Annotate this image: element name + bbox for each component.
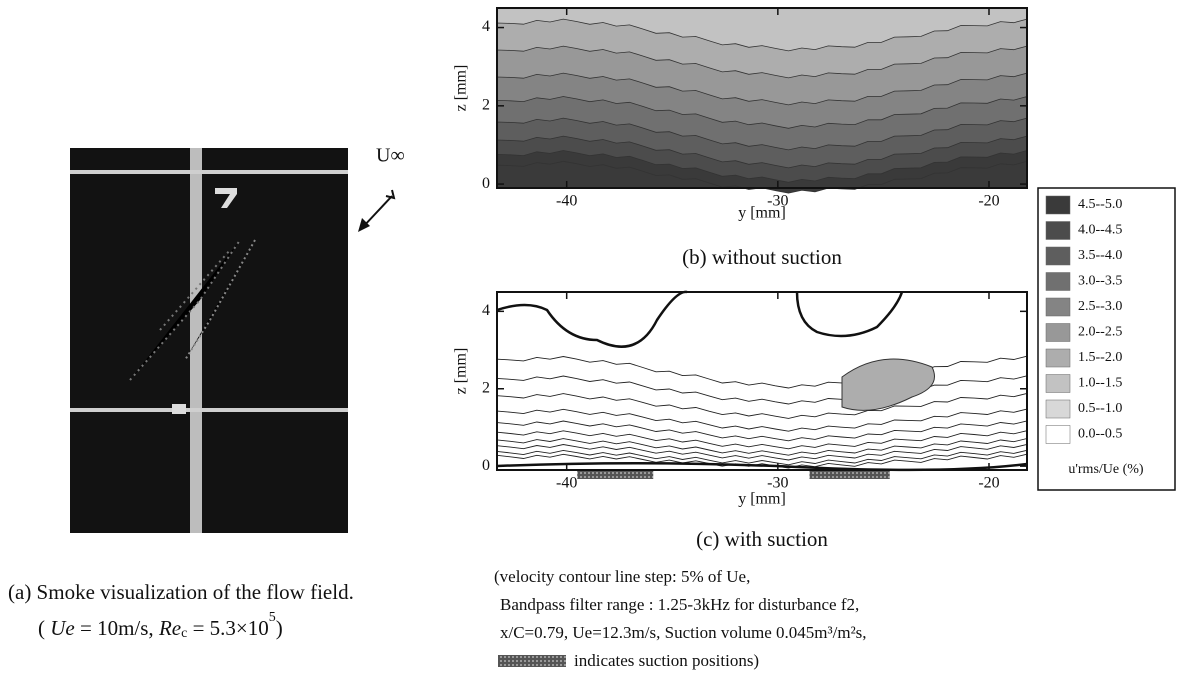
legend-swatch	[1045, 246, 1071, 266]
contour-band	[496, 160, 1028, 194]
x-tick-label: -30	[767, 475, 788, 492]
contour-line	[496, 420, 1028, 442]
plot-frame	[496, 291, 1028, 471]
x-tick-label: -30	[767, 193, 788, 210]
legend-swatch	[1045, 425, 1071, 444]
legend-label: 3.5--4.0	[1078, 248, 1122, 263]
contour-line	[496, 408, 1028, 432]
caption: (c) with suction	[696, 527, 828, 551]
x-tick-label: -20	[978, 475, 999, 492]
conditions-part: (	[38, 616, 50, 640]
contour-patch	[841, 358, 935, 411]
x-tick-label: -20	[978, 193, 999, 210]
contour-line	[496, 438, 1028, 456]
contour-line	[496, 392, 1028, 419]
legend-title: u'rms/Ue (%)	[1068, 462, 1144, 477]
legend-label: 3.0--3.5	[1078, 274, 1122, 289]
note-line: x/C=0.79, Ue=12.3m/s, Suction volume 0.0…	[500, 623, 867, 642]
legend-label: 0.5--1.0	[1078, 401, 1122, 416]
conditions-part: Ue	[50, 616, 75, 640]
x-axis-label: y [mm]	[738, 205, 786, 222]
flow-label: U∞	[376, 145, 405, 167]
suction-position	[809, 470, 890, 479]
contour-line	[795, 291, 904, 338]
conditions-part: = 5.3×10	[187, 616, 268, 640]
contour-line	[496, 461, 1028, 472]
suction-key	[498, 655, 566, 667]
suction-position	[577, 470, 654, 479]
contour-line	[496, 375, 1028, 405]
y-tick-label: 2	[482, 379, 490, 396]
legend-swatch	[1045, 272, 1071, 291]
legend-label: 1.0--1.5	[1078, 376, 1122, 391]
x-tick-label: -40	[556, 475, 577, 492]
legend-swatch	[1045, 348, 1071, 368]
legend-label: 4.0--4.5	[1078, 223, 1122, 238]
legend-swatch	[1045, 399, 1071, 419]
conditions-part: 5	[269, 610, 276, 625]
conditions-part: )	[276, 616, 283, 640]
legend-swatch	[1045, 323, 1071, 342]
y-tick-label: 0	[482, 457, 490, 474]
x-tick-label: -40	[556, 193, 577, 210]
conditions: ( Ue = 10m/s, Rec = 5.3×105)	[38, 610, 283, 641]
legend-label: 1.5--2.0	[1078, 350, 1122, 365]
note-line: (velocity contour line step: 5% of Ue,	[494, 567, 750, 586]
y-tick-label: 4	[482, 302, 490, 319]
legend-label: 0.0--0.5	[1078, 427, 1122, 442]
y-tick-label: 4	[482, 18, 490, 35]
conditions-part: c	[181, 626, 187, 641]
note-line: Bandpass filter range : 1.25-3kHz for di…	[500, 595, 859, 614]
legend-swatch	[1045, 297, 1071, 317]
legend-label: 2.5--3.0	[1078, 299, 1122, 314]
contour-line	[496, 290, 688, 348]
contour-line	[496, 453, 1028, 469]
contour-line	[496, 449, 1028, 466]
y-axis-label: z [mm]	[453, 348, 470, 395]
contour-line	[496, 355, 1028, 389]
legend-label: 2.0--2.5	[1078, 325, 1122, 340]
contour-line	[496, 443, 1028, 461]
y-tick-label: 0	[482, 175, 490, 192]
y-tick-label: 2	[482, 96, 490, 113]
legend-swatch	[1045, 195, 1071, 215]
conditions-part: = 10m/s,	[75, 616, 159, 640]
contour-line	[496, 430, 1028, 450]
y-axis-label: z [mm]	[453, 65, 470, 112]
plot-frame	[496, 7, 1028, 189]
smoke-photo	[70, 148, 348, 533]
legend-label: 4.5--5.0	[1078, 197, 1122, 212]
x-axis-label: y [mm]	[738, 491, 786, 508]
caption: (b) without suction	[682, 245, 842, 269]
legend-swatch	[1045, 221, 1071, 240]
note-line: indicates suction positions)	[574, 651, 759, 670]
flow-arrow	[358, 189, 396, 232]
legend-swatch	[1045, 374, 1071, 393]
conditions-part: Re	[158, 616, 181, 640]
caption-a: (a) Smoke visualization of the flow fiel…	[8, 580, 354, 604]
